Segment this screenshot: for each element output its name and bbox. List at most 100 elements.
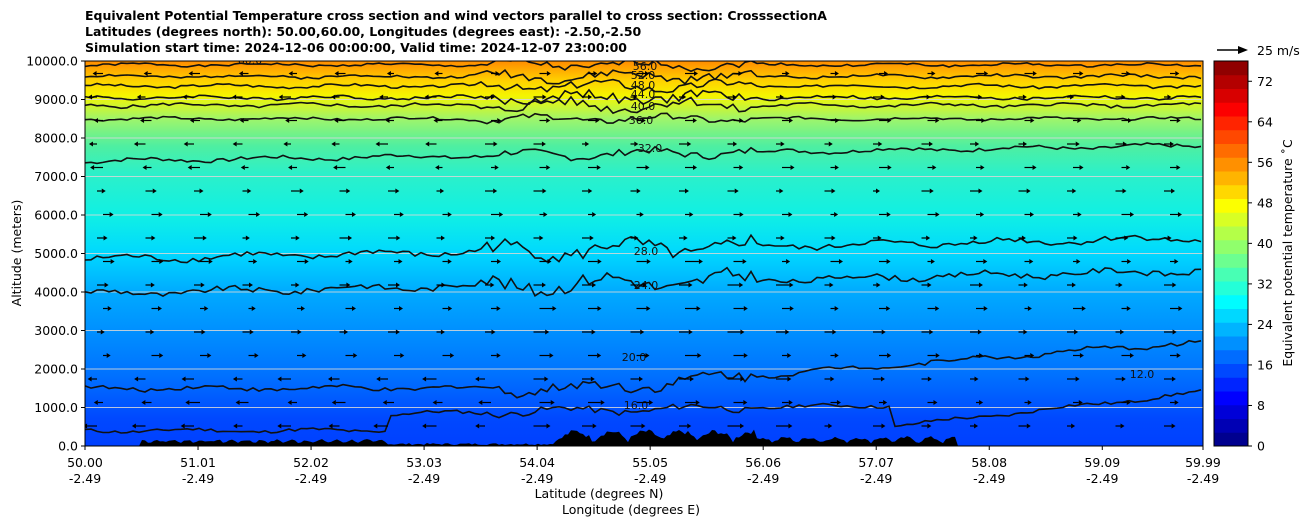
wind-vector-head — [590, 376, 595, 382]
wind-vector-head — [93, 400, 98, 405]
wind-vector-head — [424, 94, 429, 100]
wind-vector-head — [92, 71, 97, 76]
wind-vector-head — [831, 235, 836, 241]
wind-vector-head — [493, 188, 498, 194]
wind-vector-head — [496, 353, 501, 358]
wind-vector-head — [1126, 165, 1131, 170]
wind-vector-head — [834, 165, 839, 170]
wind-vector-head — [440, 188, 445, 194]
contour-line — [85, 68, 1202, 86]
wind-vector-head — [693, 71, 698, 76]
colorbar-segment — [1214, 281, 1248, 296]
wind-vector-head — [88, 141, 93, 147]
contour-label: 40.0 — [631, 100, 656, 113]
wind-vector-head — [887, 353, 892, 358]
wind-vector-head — [232, 141, 237, 147]
wind-vector-head — [887, 118, 892, 123]
plot-area: 60.0 56.052.048.044.040.036.032.028.024.0… — [85, 54, 1203, 446]
wind-vector-head — [247, 188, 252, 194]
contour-line — [85, 95, 1202, 115]
wind-vector-head — [1079, 71, 1084, 76]
wind-vector-head — [828, 423, 833, 429]
wind-vector-head — [1178, 306, 1183, 311]
wind-vector-head — [295, 235, 300, 241]
wind-vector-head — [698, 259, 703, 264]
colorbar-segment — [1214, 349, 1248, 364]
contour-label: 60.0 — [238, 54, 263, 67]
wind-vector-head — [977, 329, 982, 335]
wind-vector-head — [1176, 165, 1181, 170]
x-tick-label-latitude: 59.09 — [1084, 455, 1120, 470]
y-tick-label: 2000.0 — [34, 362, 78, 377]
wind-vector-head — [302, 353, 307, 358]
wind-vector-head — [836, 400, 841, 405]
wind-vector-head — [251, 306, 256, 311]
wind-vector-head — [240, 165, 245, 170]
wind-vector-head — [733, 141, 738, 147]
colorbar-tick-label: 0 — [1257, 439, 1265, 454]
wind-vector-head — [490, 94, 495, 100]
contour-label: 12.0 — [1130, 368, 1155, 381]
wind-vector-head — [232, 376, 237, 382]
x-tick-label-latitude: 58.08 — [971, 455, 1007, 470]
wind-vector-head — [1120, 329, 1125, 335]
colorbar-segment — [1214, 129, 1248, 144]
contour-line — [85, 78, 1202, 94]
wind-vector-head — [1022, 94, 1027, 100]
wind-vector-head — [646, 259, 651, 264]
x-tick-label-longitude: -2.49 — [973, 471, 1005, 486]
wind-vector-head — [835, 118, 840, 123]
wind-vector-head — [379, 94, 384, 100]
wind-vector-head — [1176, 118, 1181, 123]
wind-vector-head — [549, 353, 554, 358]
wind-vector-head — [544, 376, 549, 382]
wind-vector-head — [104, 282, 109, 288]
wind-vector-head — [645, 353, 650, 358]
wind-vector-head — [344, 329, 349, 335]
wind-vector-head — [787, 376, 792, 382]
wind-vector-head — [834, 353, 839, 358]
wind-vector-head — [1023, 329, 1028, 335]
wind-vector-head — [935, 353, 940, 358]
wind-vector-head — [448, 306, 453, 311]
wind-vector-head — [300, 306, 305, 311]
contour-label: 44.0 — [631, 88, 656, 101]
wind-vector-head — [440, 329, 445, 335]
wind-vector-head — [743, 353, 748, 358]
wind-vector-head — [788, 212, 793, 217]
colorbar-segment — [1214, 143, 1248, 158]
colorbar-segment — [1214, 198, 1248, 213]
wind-vector-head — [278, 94, 283, 100]
wind-vector-head — [440, 235, 445, 241]
wind-vector-head — [441, 282, 446, 288]
wind-vector-head — [974, 423, 979, 429]
wind-vector-head — [979, 353, 984, 358]
wind-vector-head — [254, 353, 259, 358]
x-tick-label-latitude: 52.02 — [293, 455, 329, 470]
colorbar: 0 8 16 24 32 40 48 56 64 72 — [1213, 60, 1273, 454]
wind-vector-head — [636, 188, 641, 194]
wind-vector-head — [398, 306, 403, 311]
wind-vector-head — [886, 212, 891, 217]
wind-vector-head — [739, 165, 744, 170]
colorbar-segment — [1214, 61, 1248, 76]
wind-vector-head — [981, 118, 986, 123]
wind-vector-head — [400, 353, 405, 358]
wind-vector-head — [829, 282, 834, 288]
contour-line — [85, 142, 1202, 165]
x-tick-label-longitude: -2.49 — [634, 471, 666, 486]
wind-vector-head — [634, 235, 639, 241]
wind-vector-head — [743, 306, 748, 311]
x-tick-label-longitude: -2.49 — [182, 471, 214, 486]
wind-vector-head — [159, 353, 164, 358]
wind-vector-head — [447, 259, 452, 264]
wind-vector-head — [831, 188, 836, 194]
colorbar-segment — [1214, 184, 1248, 199]
contour-line — [85, 389, 1202, 434]
wind-vector-head — [208, 259, 213, 264]
x-axis-label-longitude: Longitude (degrees E) — [562, 502, 700, 517]
x-tick-label-latitude: 51.01 — [180, 455, 216, 470]
wind-vector-head — [739, 282, 744, 288]
wind-vector-head — [542, 188, 547, 194]
